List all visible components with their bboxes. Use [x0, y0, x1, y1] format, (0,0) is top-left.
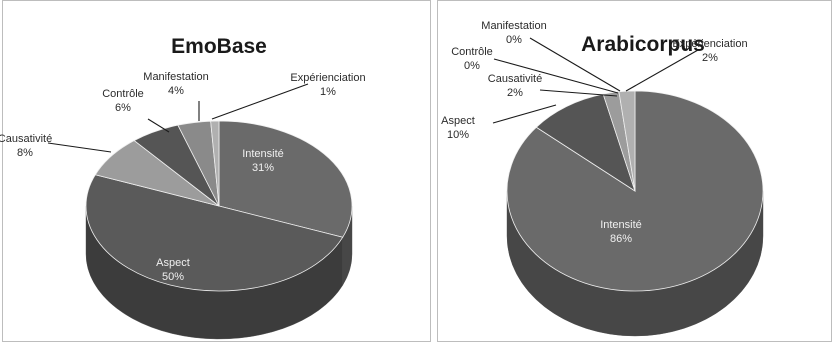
- slice-name: Contrôle: [451, 46, 493, 58]
- slice-percent: 31%: [252, 162, 274, 174]
- slice-name: Manifestation: [481, 20, 546, 32]
- slice-name: Expérienciation: [290, 72, 365, 84]
- slice-label-controle: Contrôle 0%: [451, 46, 493, 72]
- slice-label-intensite: Intensité 86%: [600, 219, 642, 245]
- pie-top: [85, 120, 353, 292]
- pie-slice-intensite: [218, 120, 353, 238]
- slice-name: Causativité: [0, 133, 52, 145]
- slice-percent: 0%: [506, 34, 522, 46]
- slice-percent: 86%: [610, 233, 632, 245]
- pie-chart-emobase: EmoBase Intensité 31% Aspect 50% Causativité 8…: [0, 35, 366, 340]
- slice-percent: 8%: [17, 147, 33, 159]
- leader-line-controle: [493, 58, 619, 94]
- slice-label-manifestation: Manifestation 0%: [481, 20, 546, 46]
- chart-panel-arabicorpus: Arabicorpus Intensité 86% Aspect 10% Causativ…: [437, 0, 832, 342]
- chart-title: EmoBase: [171, 35, 267, 58]
- slice-name: Intensité: [242, 148, 284, 160]
- slice-percent: 0%: [464, 60, 480, 72]
- slice-percent: 1%: [320, 86, 336, 98]
- slice-percent: 6%: [115, 102, 131, 114]
- leader-line-experienciation: [211, 83, 309, 120]
- slice-name: Contrôle: [102, 88, 144, 100]
- chart-title: Arabicorpus: [581, 33, 705, 56]
- leader-line-controle: [147, 118, 170, 133]
- slice-name: Causativité: [488, 73, 542, 85]
- pie-slice-experienciation: [210, 120, 220, 207]
- slice-label-aspect: Aspect 10%: [441, 115, 475, 141]
- slice-label-causativite: Causativité 2%: [488, 73, 542, 99]
- slice-percent: 4%: [168, 85, 184, 97]
- pie-slice-aspect: [85, 174, 344, 292]
- slice-label-causativite: Causativité 8%: [0, 133, 52, 159]
- slice-label-manifestation: Manifestation 4%: [143, 71, 208, 97]
- slice-percent: 50%: [162, 271, 184, 283]
- slice-name: Aspect: [441, 115, 475, 127]
- pie-slice-experienciation: [618, 90, 636, 192]
- slice-label-controle: Contrôle 6%: [102, 88, 144, 114]
- leader-line-causativite: [539, 89, 618, 97]
- chart-panel-emobase: EmoBase Intensité 31% Aspect 50% Causativité 8…: [0, 0, 431, 342]
- slice-percent: 2%: [702, 52, 718, 64]
- slice-percent: 10%: [447, 129, 469, 141]
- slice-label-experienciation: Expérienciation 2%: [672, 38, 747, 64]
- leader-line-experienciation: [625, 49, 699, 92]
- slice-label-experienciation: Expérienciation 1%: [290, 72, 365, 98]
- pie-top: [506, 90, 764, 292]
- leader-line-manifestation: [529, 37, 621, 92]
- slice-name: Expérienciation: [672, 38, 747, 50]
- leader-line-aspect: [492, 104, 557, 124]
- slice-name: Intensité: [600, 219, 642, 231]
- slice-label-aspect: Aspect 50%: [156, 257, 190, 283]
- slice-label-intensite: Intensité 31%: [242, 148, 284, 174]
- leader-line-causativite: [47, 142, 112, 153]
- slice-name: Manifestation: [143, 71, 208, 83]
- slice-percent: 2%: [507, 87, 523, 99]
- slice-name: Aspect: [156, 257, 190, 269]
- pie-chart-arabicorpus: Arabicorpus Intensité 86% Aspect 10% Causativ…: [441, 20, 764, 337]
